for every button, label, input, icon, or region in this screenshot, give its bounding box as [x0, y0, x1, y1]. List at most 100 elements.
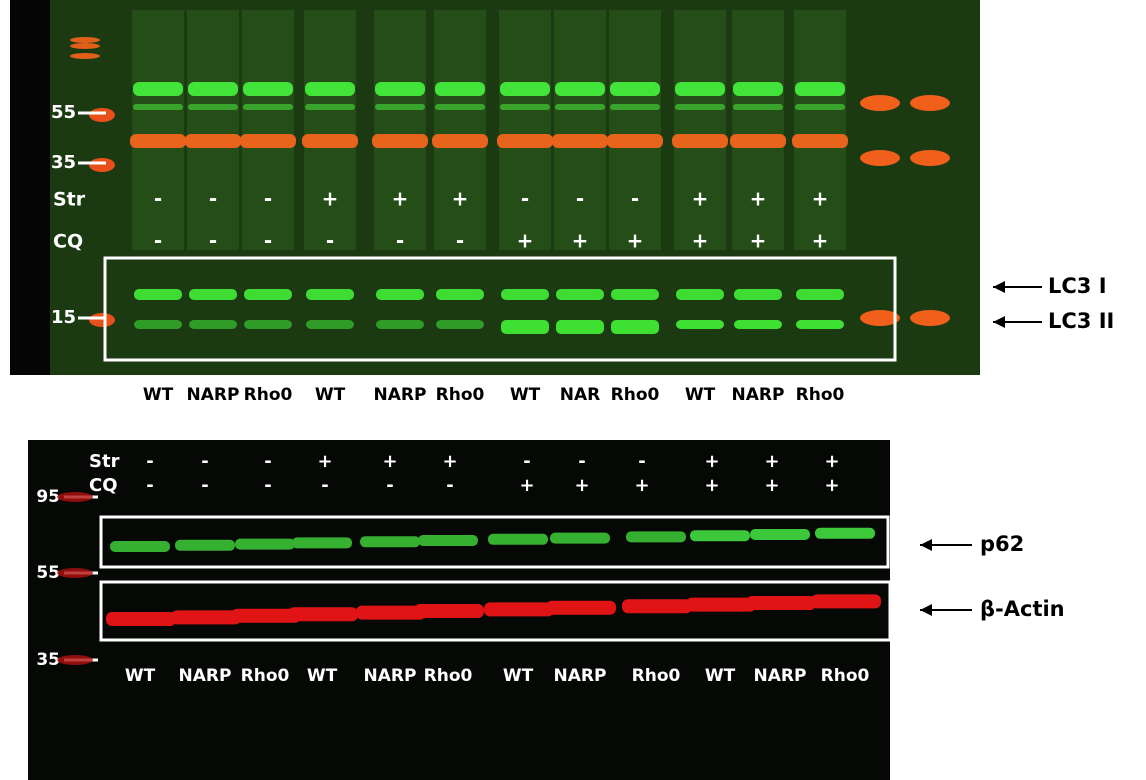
marker-label: 35 [36, 650, 60, 670]
sign: - [446, 475, 453, 496]
ladder-band [57, 492, 93, 502]
sign: + [392, 187, 409, 211]
sign: - [154, 229, 162, 253]
band-actin [231, 608, 301, 623]
ladder-band [70, 53, 100, 59]
band-lc3-ii [134, 320, 182, 329]
band-p62 [110, 541, 170, 552]
ladder-band [910, 95, 950, 111]
sign: + [627, 229, 644, 253]
sign: - [521, 187, 529, 211]
ladder-band [860, 150, 900, 166]
sign: - [264, 229, 272, 253]
band-lc3-i [501, 289, 549, 300]
lane-label: NARP [754, 666, 807, 686]
sign: + [750, 187, 767, 211]
lane-smear [674, 10, 726, 250]
sign: + [704, 451, 719, 472]
lane-label: NARP [364, 666, 417, 686]
band-label: LC3 II [1048, 309, 1114, 333]
row-label: CQ [89, 475, 118, 496]
lane-smear [434, 10, 486, 250]
sign: - [631, 187, 639, 211]
band-p62 [292, 537, 352, 549]
band-green-faint [435, 104, 485, 110]
band-p62 [626, 531, 686, 543]
band-orange [302, 134, 358, 148]
band-p62 [550, 532, 610, 544]
lane-label: WT [143, 385, 174, 405]
sign: - [638, 451, 645, 472]
band-lc3-i [556, 289, 604, 300]
band-actin [622, 599, 692, 614]
sign: + [764, 475, 779, 496]
sign: - [201, 451, 208, 472]
band-orange [672, 134, 728, 148]
band-actin [484, 602, 554, 617]
band-actin [356, 605, 426, 620]
band-orange [372, 134, 428, 148]
band-green-faint [375, 104, 425, 110]
sign: + [704, 475, 719, 496]
lane-label: WT [685, 385, 716, 405]
sign: + [442, 451, 457, 472]
lane-label: WT [125, 666, 156, 686]
band-green [500, 82, 550, 96]
ladder-band [89, 108, 115, 122]
sign: - [264, 475, 271, 496]
ladder-band [70, 37, 100, 43]
sign: - [321, 475, 328, 496]
row-label: Str [89, 451, 120, 472]
sign: + [692, 187, 709, 211]
band-orange [792, 134, 848, 148]
band-p62 [418, 535, 478, 546]
ladder-band [70, 43, 100, 49]
lane-label: Rho0 [436, 385, 485, 405]
lane-smear [304, 10, 356, 250]
lane-smear [242, 10, 294, 250]
sign: - [396, 229, 404, 253]
band-actin [686, 597, 756, 612]
sign: - [576, 187, 584, 211]
band-orange [607, 134, 663, 148]
band-lc3-i [244, 289, 292, 300]
lane-label: NARP [179, 666, 232, 686]
band-green-faint [500, 104, 550, 110]
band-green [610, 82, 660, 96]
band-green [795, 82, 845, 96]
band-p62 [360, 536, 420, 548]
sign: - [154, 187, 162, 211]
band-green [675, 82, 725, 96]
lane-smear [187, 10, 239, 250]
sign: + [519, 475, 534, 496]
lane-label: WT [307, 666, 338, 686]
lane-label: Rho0 [424, 666, 473, 686]
row-label: CQ [53, 231, 83, 253]
band-actin [171, 610, 241, 625]
ladder-band [860, 310, 900, 326]
top-membrane-edge [10, 0, 50, 375]
ladder-band [57, 655, 93, 665]
sign: - [264, 187, 272, 211]
lane-smear [374, 10, 426, 250]
band-lc3-i [676, 289, 724, 300]
marker-label: 15 [51, 307, 76, 328]
sign: + [812, 187, 829, 211]
sign: - [386, 475, 393, 496]
lane-label: NARP [374, 385, 427, 405]
band-p62 [175, 539, 235, 551]
band-orange [130, 134, 186, 148]
band-green-faint [733, 104, 783, 110]
band-lc3-ii [796, 320, 844, 329]
band-green [733, 82, 783, 96]
lane-label: Rho0 [796, 385, 845, 405]
band-lc3-ii [611, 320, 659, 334]
sign: - [209, 229, 217, 253]
band-lc3-ii [189, 320, 237, 329]
band-orange [730, 134, 786, 148]
band-actin [811, 594, 881, 609]
marker-label: 55 [36, 563, 60, 583]
band-orange [497, 134, 553, 148]
band-green [375, 82, 425, 96]
sign: - [264, 451, 271, 472]
